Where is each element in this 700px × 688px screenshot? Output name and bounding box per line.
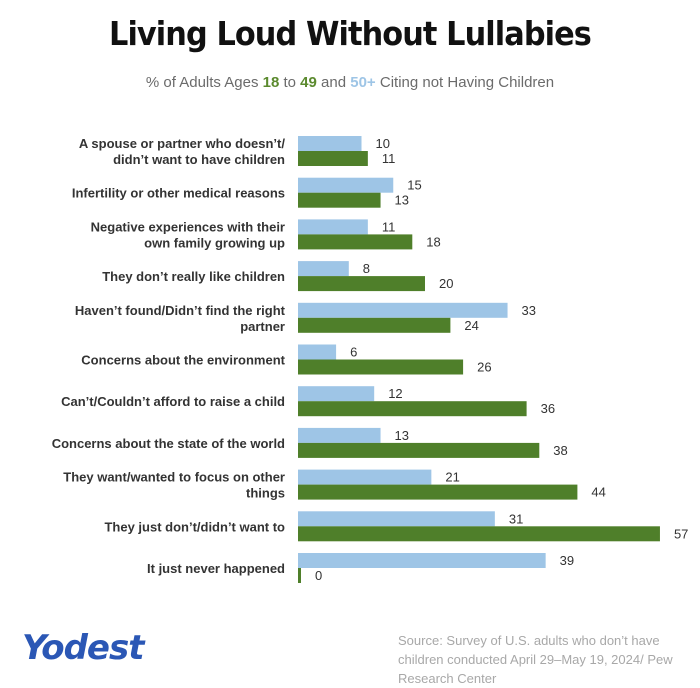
legend-group-49: 49 (300, 74, 317, 91)
data-label: 8 (363, 261, 370, 276)
bar-50plus (298, 386, 375, 402)
source-note: Source: Survey of U.S. adults who don’t … (398, 633, 673, 686)
subtitle-mid2: and (316, 74, 351, 91)
data-label: 13 (395, 193, 409, 208)
bar-chart: A spouse or partner who doesn’t/didn’t w… (52, 136, 688, 583)
subtitle-mid1: to (279, 74, 301, 91)
data-label: 0 (315, 568, 322, 583)
bar-18-49 (298, 401, 527, 417)
bar-50plus (298, 302, 508, 318)
category-label: They want/wanted to focus on other things (63, 470, 285, 501)
legend-group-18: 18 (262, 74, 280, 91)
category-label: Negative experiences with their own famil… (91, 219, 285, 250)
bar-50plus (298, 427, 381, 443)
bar-18-49 (298, 234, 413, 250)
bar-18-49 (298, 151, 368, 166)
bar-18-49 (298, 317, 451, 333)
category-label: Infertility or other medical reasons (72, 186, 285, 201)
bar-50plus (298, 344, 337, 360)
bar-50plus (298, 136, 362, 151)
category-label: They don’t really like children (102, 269, 285, 284)
bar-18-49 (298, 442, 540, 458)
category-label: They just don’t/didn’t want to (104, 519, 285, 534)
data-label: 31 (509, 511, 523, 526)
data-label: 21 (445, 470, 459, 485)
data-label: 36 (541, 401, 555, 416)
subtitle-pre: % of Adults Ages (145, 74, 263, 91)
data-label: 24 (464, 318, 478, 333)
bar-18-49 (298, 526, 660, 542)
data-label: 10 (376, 136, 390, 151)
data-label: 33 (522, 303, 536, 318)
bar-18-49 (298, 276, 425, 292)
category-label: A spouse or partner who doesn’t/didn’t w… (79, 136, 285, 167)
category-label: Haven’t found/Didn’t find the right partn… (75, 303, 286, 334)
category-label: Concerns about the state of the world (52, 436, 285, 451)
bar-50plus (298, 511, 495, 527)
bar-50plus (298, 219, 368, 235)
data-label: 39 (560, 553, 574, 568)
data-label: 13 (395, 428, 409, 443)
data-label: 6 (350, 345, 357, 360)
bar-50plus (298, 469, 432, 485)
data-label: 20 (439, 276, 453, 291)
category-label: Concerns about the environment (81, 353, 285, 368)
data-label: 12 (388, 386, 402, 401)
bar-18-49 (298, 359, 464, 375)
category-label: It just never happened (147, 561, 285, 576)
data-label: 26 (477, 360, 491, 375)
subtitle-post: Citing not Having Children (375, 74, 555, 91)
bar-18-49 (298, 192, 381, 208)
bar-50plus (298, 261, 349, 277)
data-label: 44 (591, 485, 605, 500)
bar-50plus (298, 177, 394, 193)
data-label: 38 (553, 443, 567, 458)
data-label: 57 (674, 526, 688, 541)
bar-18-49 (298, 484, 578, 500)
chart-title: Living Loud Without Lullabies (109, 14, 592, 53)
bar-18-49 (298, 568, 301, 583)
category-label: Can’t/Couldn’t afford to raise a child (61, 394, 285, 409)
brand-logo: Yodest (22, 628, 144, 668)
data-label: 15 (407, 178, 421, 193)
data-label: 11 (382, 219, 396, 234)
data-label: 11 (382, 151, 396, 166)
bar-50plus (298, 553, 546, 568)
data-label: 18 (426, 234, 440, 249)
legend-group-50plus: 50+ (350, 74, 376, 91)
chart-subtitle: % of Adults Ages 18 to 49 and 50+ Citing… (0, 74, 700, 91)
